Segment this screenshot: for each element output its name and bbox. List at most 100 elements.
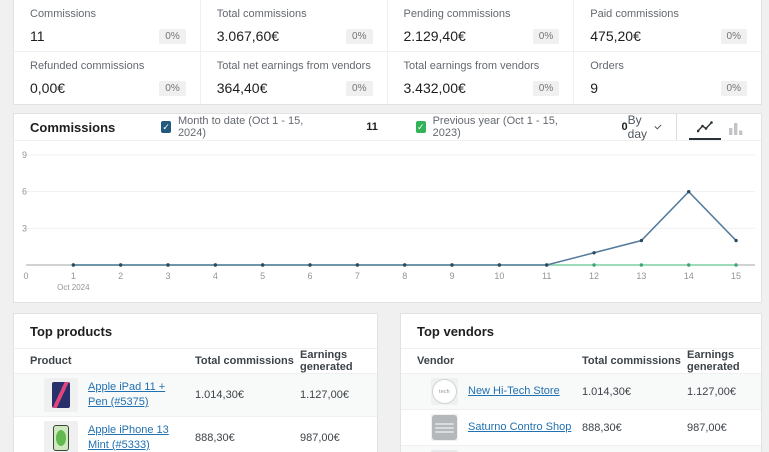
total-commissions-cell: 888,30€ [582, 422, 687, 434]
stat-change-badge: 0% [346, 29, 372, 44]
stat-change-badge: 0% [721, 29, 747, 44]
stat-card-total-commissions[interactable]: Total commissions 3.067,60€ 0% [201, 0, 388, 52]
stat-value: 2.129,40€ [404, 28, 466, 44]
stat-label: Pending commissions [404, 8, 560, 20]
summary-cards: Commissions 11 0% Total commissions 3.067… [13, 0, 762, 105]
svg-text:12: 12 [589, 271, 599, 281]
stat-card-paid-commissions[interactable]: Paid commissions 475,20€0% [574, 0, 761, 52]
stat-change-badge: 0% [159, 81, 185, 96]
svg-text:11: 11 [542, 271, 551, 281]
vendor-link[interactable]: New Hi-Tech Store [468, 384, 560, 399]
table-row: tech New Hi-Tech Store 1.014,30€ 1.127,0… [401, 374, 761, 410]
total-commissions-cell: 1.014,30€ [582, 386, 687, 398]
divider [676, 114, 677, 140]
stat-card-pending-commissions[interactable]: Pending commissions 2.129,40€ 0% [388, 0, 575, 52]
svg-text:10: 10 [494, 271, 504, 281]
svg-text:9: 9 [450, 271, 455, 281]
column-header: Earnings generated [687, 349, 761, 373]
interval-label: By day [628, 113, 650, 141]
vendor-logo-text: tech [432, 379, 457, 404]
svg-text:8: 8 [402, 271, 407, 281]
stat-value: 364,40€ [217, 80, 268, 96]
stat-card-total-earnings[interactable]: Total earnings from vendors 3.432,00€0% [388, 52, 575, 104]
table-row: Apple iPhone 13 Mint (#5333) 888,30€ 987… [14, 417, 377, 452]
stat-value: 9 [590, 80, 598, 96]
stat-change-badge: 0% [159, 29, 185, 44]
commissions-chart-panel: Commissions ✓ Month to date (Oct 1 - 15,… [13, 113, 762, 303]
svg-text:3: 3 [166, 271, 171, 281]
earnings-generated-cell: 987,00€ [687, 422, 761, 434]
stat-value: 0,00€ [30, 80, 65, 96]
table-title: Top products [14, 314, 377, 349]
chart-header: Commissions ✓ Month to date (Oct 1 - 15,… [14, 114, 761, 141]
column-header: Total commissions [582, 355, 687, 367]
stat-label: Refunded commissions [30, 60, 186, 72]
stat-label: Total net earnings from vendors [217, 60, 373, 72]
column-header: Product [30, 355, 195, 367]
line-chart-toggle-button[interactable] [689, 115, 721, 140]
product-thumbnail [44, 421, 78, 452]
table-title: Top vendors [401, 314, 761, 349]
top-vendors-table: Top vendors Vendor Total commissions Ear… [400, 313, 762, 452]
stat-card-orders[interactable]: Orders 9 0% [574, 52, 761, 104]
stat-label: Orders [590, 60, 747, 72]
vendor-link[interactable]: Saturno Contro Shop [468, 420, 571, 435]
checkbox-checked-icon[interactable]: ✓ [416, 121, 426, 133]
svg-text:2: 2 [118, 271, 123, 281]
bar-chart-toggle-button[interactable] [721, 116, 751, 139]
bar-chart-icon [729, 122, 743, 135]
legend-previous-period[interactable]: ✓ Previous year (Oct 1 - 15, 2023) 0 [416, 115, 628, 139]
stat-label: Total commissions [217, 8, 373, 20]
svg-text:4: 4 [213, 271, 218, 281]
product-link[interactable]: Apple iPad 11 + Pen (#5375) [88, 380, 187, 410]
chart-title: Commissions [30, 120, 115, 135]
svg-text:15: 15 [731, 271, 741, 281]
earnings-generated-cell: 1.127,00€ [687, 386, 761, 398]
stat-change-badge: 0% [346, 81, 372, 96]
stat-value: 475,20€ [590, 28, 641, 44]
stat-value: 11 [30, 28, 45, 44]
table-header-row: Product Total commissions Earnings gener… [14, 349, 377, 374]
stat-card-commissions[interactable]: Commissions 11 0% [14, 0, 201, 52]
svg-text:6: 6 [308, 271, 313, 281]
top-products-table: Top products Product Total commissions E… [13, 313, 378, 452]
legend-current-period[interactable]: ✓ Month to date (Oct 1 - 15, 2024) 11 [161, 115, 378, 139]
iphone-image [53, 425, 69, 451]
leaderboards: Top products Product Total commissions E… [13, 313, 762, 452]
svg-text:9: 9 [22, 150, 27, 160]
commissions-dashboard: Commissions 11 0% Total commissions 3.067… [0, 0, 769, 452]
earnings-generated-cell: 1.127,00€ [300, 389, 377, 401]
ipad-image [52, 382, 70, 408]
stat-label: Total earnings from vendors [404, 60, 560, 72]
table-row: Saturno Contro Shop 888,30€ 987,00€ [401, 410, 761, 446]
table-header-row: Vendor Total commissions Earnings genera… [401, 349, 761, 374]
interval-dropdown[interactable]: By day [628, 113, 661, 141]
stat-value: 3.067,60€ [217, 28, 279, 44]
chart-plot-area[interactable]: 3690123456789101112131415Oct 2024 [14, 141, 761, 302]
stat-change-badge: 0% [721, 81, 747, 96]
commissions-line-chart[interactable]: 3690123456789101112131415Oct 2024 [14, 143, 761, 295]
chevron-down-icon [655, 122, 662, 129]
product-link[interactable]: Apple iPhone 13 Mint (#5333) [88, 423, 184, 452]
legend-label: Previous year (Oct 1 - 15, 2023) [433, 115, 560, 139]
column-header: Vendor [417, 355, 582, 367]
column-header: Total commissions [195, 355, 300, 367]
vendor-logo: tech [431, 378, 458, 405]
svg-text:13: 13 [636, 271, 646, 281]
stat-card-total-net-earnings[interactable]: Total net earnings from vendors 364,40€ 0… [201, 52, 388, 104]
stat-label: Commissions [30, 8, 186, 20]
storefront-image [432, 415, 457, 440]
svg-text:5: 5 [260, 271, 265, 281]
svg-text:3: 3 [22, 223, 27, 233]
table-row: Apple iPad 11 + Pen (#5375) 1.014,30€ 1.… [14, 374, 377, 417]
svg-text:7: 7 [355, 271, 360, 281]
total-commissions-cell: 888,30€ [195, 432, 300, 444]
stat-change-badge: 0% [533, 29, 559, 44]
svg-text:0: 0 [23, 271, 28, 281]
stat-card-refunded-commissions[interactable]: Refunded commissions 0,00€ 0% [14, 52, 201, 104]
svg-text:6: 6 [22, 187, 27, 197]
earnings-generated-cell: 987,00€ [300, 432, 377, 444]
product-thumbnail [44, 378, 78, 412]
table-row: Joe's Marino 633,60€ 704,00€ [401, 446, 761, 452]
checkbox-checked-icon[interactable]: ✓ [161, 121, 171, 133]
